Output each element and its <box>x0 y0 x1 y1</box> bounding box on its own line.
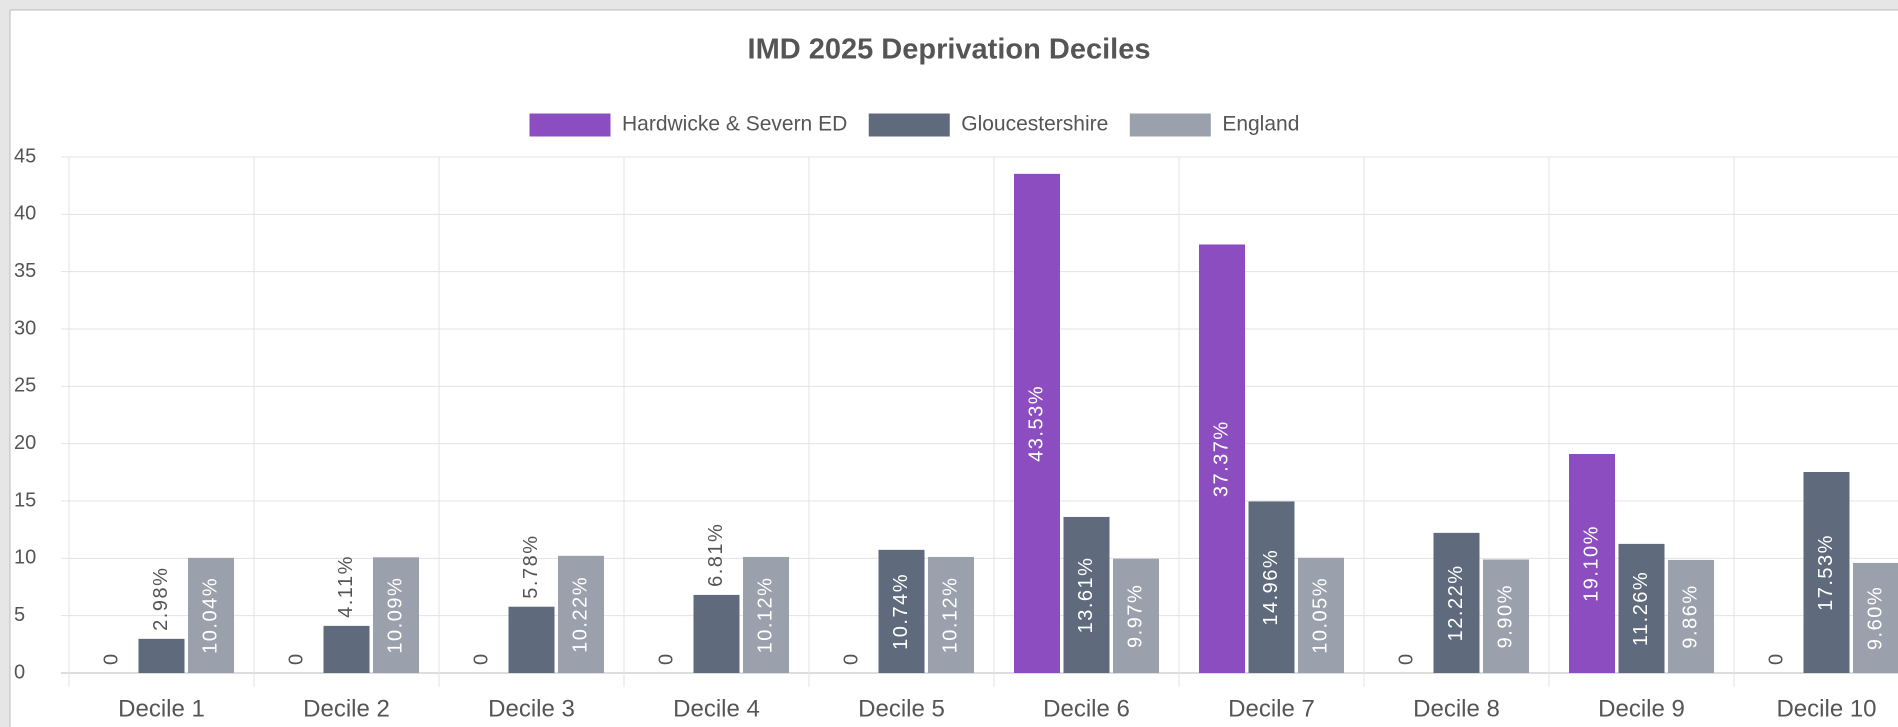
value-label: 10.74% <box>890 573 912 650</box>
bar <box>1569 453 1615 673</box>
legend-swatch <box>1129 113 1211 137</box>
value-label: 19.10% <box>1580 525 1602 602</box>
bar <box>508 606 555 673</box>
bar <box>1298 557 1344 673</box>
y-tick-label: 20 <box>14 432 36 454</box>
x-tick-label: Decile 8 <box>1413 695 1500 722</box>
bar <box>1618 543 1665 673</box>
bar <box>1853 562 1898 673</box>
bar <box>188 557 234 673</box>
x-tick-label: Decile 1 <box>118 695 205 722</box>
bar <box>1014 173 1060 673</box>
x-tick-label: Decile 9 <box>1598 695 1685 722</box>
value-label: 13.61% <box>1075 557 1097 634</box>
value-label: 9.86% <box>1679 584 1701 648</box>
bar <box>743 556 789 673</box>
value-label: 4.11% <box>335 555 357 618</box>
bar <box>373 557 419 673</box>
value-label: 17.53% <box>1815 534 1837 611</box>
y-tick-label: 40 <box>14 203 36 225</box>
legend-label: Hardwicke & Severn ED <box>622 113 847 136</box>
x-tick-label: Decile 3 <box>488 695 575 722</box>
value-label: 10.12% <box>939 577 961 654</box>
bar <box>323 625 370 673</box>
value-label: 6.81% <box>705 523 727 587</box>
value-label: 0 <box>1395 652 1417 665</box>
value-label: 9.90% <box>1494 584 1516 648</box>
x-tick-label: Decile 7 <box>1228 695 1315 722</box>
x-tick-label: Decile 5 <box>858 695 945 722</box>
value-label: 0 <box>285 652 307 665</box>
bar <box>1113 558 1159 673</box>
bar <box>1063 516 1110 673</box>
value-label: 43.53% <box>1025 385 1047 462</box>
bar <box>1199 244 1245 673</box>
y-tick-label: 0 <box>14 661 25 683</box>
value-label: 14.96% <box>1260 549 1282 626</box>
value-label: 0 <box>470 652 492 665</box>
legend-swatch <box>529 113 611 137</box>
y-tick-label: 25 <box>14 375 36 397</box>
bar <box>1803 471 1850 673</box>
value-label: 5.78% <box>520 535 542 599</box>
y-tick-label: 15 <box>14 489 36 511</box>
value-label: 11.26% <box>1630 571 1652 646</box>
bar <box>878 549 925 673</box>
value-label: 0 <box>655 652 677 665</box>
value-label: 9.60% <box>1864 586 1886 650</box>
value-label: 37.37% <box>1210 420 1232 497</box>
value-label: 0 <box>840 652 862 665</box>
value-label: 12.22% <box>1445 565 1467 642</box>
y-tick-label: 45 <box>14 145 36 167</box>
value-label: 10.04% <box>199 577 221 654</box>
value-label: 0 <box>100 652 122 665</box>
value-label: 10.05% <box>1309 577 1331 654</box>
bar <box>1248 501 1295 673</box>
value-label: 9.97% <box>1124 584 1146 648</box>
value-label: 0 <box>1765 652 1787 665</box>
y-tick-label: 30 <box>14 317 36 339</box>
value-label: 10.22% <box>569 576 591 653</box>
bar <box>558 555 604 673</box>
legend-swatch <box>868 113 950 137</box>
bar <box>693 594 740 673</box>
bar <box>928 556 974 673</box>
bar <box>1483 559 1529 673</box>
bar <box>1668 559 1714 673</box>
value-label: 2.98% <box>150 567 172 631</box>
value-label: 10.12% <box>754 577 776 654</box>
x-tick-label: Decile 6 <box>1043 695 1130 722</box>
bar <box>138 638 185 673</box>
x-tick-label: Decile 4 <box>673 695 760 722</box>
value-label: 10.09% <box>384 577 406 654</box>
y-tick-label: 10 <box>14 547 36 569</box>
x-tick-label: Decile 2 <box>303 695 390 722</box>
y-tick-label: 35 <box>14 260 36 282</box>
y-tick-label: 5 <box>14 604 25 626</box>
x-tick-label: Decile 10 <box>1776 695 1876 722</box>
legend-label: Gloucestershire <box>961 113 1108 136</box>
legend-label: England <box>1222 113 1299 136</box>
chart-title: IMD 2025 Deprivation Deciles <box>748 34 1151 66</box>
bar <box>1433 532 1480 673</box>
